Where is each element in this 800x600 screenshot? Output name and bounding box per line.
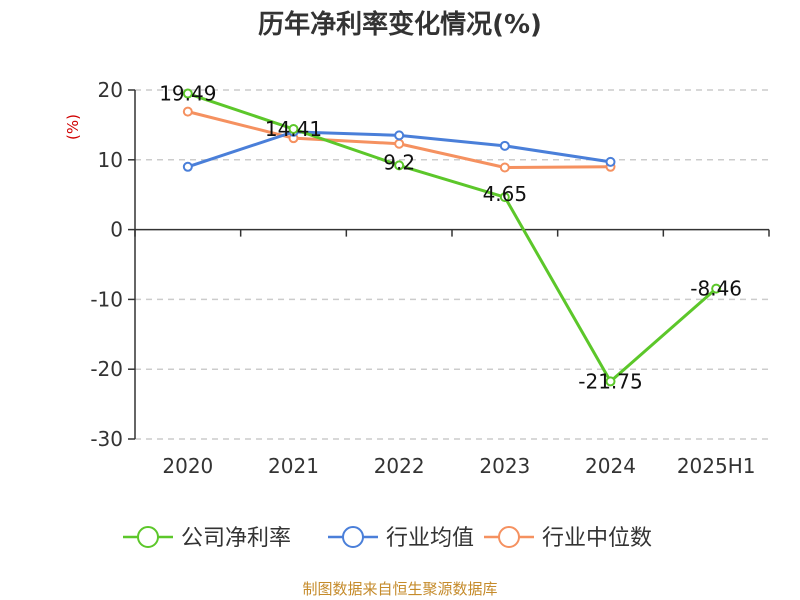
axes: 20 10 0 -10 -20 -30 2020 2021 2022 2023 2024 2025H1 bbox=[90, 78, 770, 478]
legend-marker bbox=[498, 526, 520, 548]
data-point bbox=[499, 162, 510, 173]
data-label: -21.75 bbox=[578, 369, 642, 393]
chart-title: 历年净利率变化情况(%) bbox=[258, 9, 542, 40]
legend-label: 行业均值 bbox=[386, 526, 474, 551]
legend-label: 行业中位数 bbox=[542, 526, 652, 551]
legend[interactable]: 公司净利率 行业均值 行业中位数 bbox=[123, 526, 652, 551]
y-tick-label: -10 bbox=[90, 287, 123, 311]
data-point bbox=[288, 124, 299, 135]
series-layer bbox=[182, 88, 722, 387]
legend-label: 公司净利率 bbox=[181, 526, 291, 551]
data-label: 9.2 bbox=[383, 150, 415, 174]
y-tick-label: 0 bbox=[110, 218, 123, 242]
data-point bbox=[394, 130, 405, 141]
data-point bbox=[182, 106, 193, 117]
data-label: 14.41 bbox=[265, 117, 322, 141]
grid-lines bbox=[135, 89, 769, 440]
data-label: 4.65 bbox=[483, 182, 528, 206]
x-tick-label: 2020 bbox=[162, 454, 213, 478]
legend-item[interactable]: 行业均值 bbox=[328, 526, 474, 551]
x-tick-label: 2025H1 bbox=[677, 454, 756, 478]
y-tick-label: -20 bbox=[90, 357, 123, 381]
data-point bbox=[605, 376, 616, 387]
series-line bbox=[187, 92, 718, 383]
legend-marker bbox=[137, 526, 159, 548]
data-point bbox=[499, 192, 510, 203]
source-note: 制图数据来自恒生聚源数据库 bbox=[302, 580, 497, 598]
y-tick-label: -30 bbox=[90, 427, 123, 451]
data-point bbox=[499, 140, 510, 151]
data-label: 19.49 bbox=[159, 82, 216, 106]
data-label: -8.46 bbox=[690, 277, 742, 301]
y-tick-label: 10 bbox=[98, 148, 123, 172]
legend-item[interactable]: 行业中位数 bbox=[484, 526, 652, 551]
x-tick-label: 2024 bbox=[585, 454, 636, 478]
y-tick-label: 20 bbox=[98, 78, 123, 102]
data-point bbox=[394, 138, 405, 149]
data-point bbox=[605, 156, 616, 167]
x-tick-label: 2023 bbox=[479, 454, 530, 478]
data-point bbox=[182, 88, 193, 99]
data-point bbox=[711, 283, 722, 294]
data-point bbox=[182, 161, 193, 172]
legend-item[interactable]: 公司净利率 bbox=[123, 526, 291, 551]
y-axis-unit: (%) bbox=[64, 114, 82, 140]
x-tick-label: 2022 bbox=[374, 454, 425, 478]
data-labels: 19.49 14.41 9.2 4.65 -21.75 -8.46 bbox=[159, 82, 742, 394]
legend-marker bbox=[342, 526, 364, 548]
data-point bbox=[394, 160, 405, 171]
x-tick-label: 2021 bbox=[268, 454, 319, 478]
